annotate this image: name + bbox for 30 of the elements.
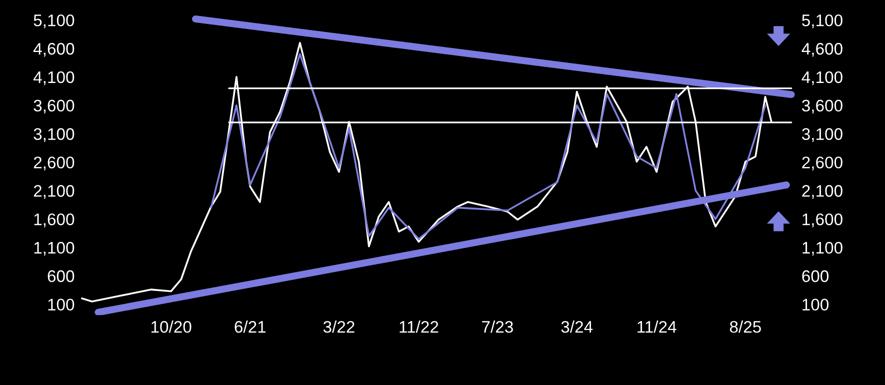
y2-tick-label: 600 (802, 270, 829, 282)
y-tick-label: 600 (48, 270, 74, 282)
y-tick-label: 3,100 (34, 128, 74, 142)
y-tick-label: 2,600 (34, 156, 74, 170)
y-tick-label: 2,100 (34, 185, 74, 199)
y2-tick-label: 2,600 (802, 156, 842, 170)
x-tick-label: 11/22 (400, 320, 438, 333)
x-tick-label: 3/24 (561, 320, 593, 333)
y-tick-label: 5,100 (34, 14, 74, 28)
y-tick-label: 1,100 (34, 242, 74, 256)
x-tick-label: 3/22 (323, 320, 354, 333)
y2-tick-label: 5,100 (802, 14, 842, 28)
y-tick-label: 100 (48, 298, 74, 311)
y-tick-label: 4,600 (33, 42, 74, 57)
x-tick-label: 11/24 (638, 320, 676, 333)
x-tick-label: 10/20 (152, 320, 192, 333)
y2-tick-label: 3,600 (802, 100, 842, 114)
y-tick-label: 3,600 (34, 100, 74, 114)
x-tick-label: 8/25 (730, 320, 761, 333)
x-tick-label: 6/21 (234, 320, 266, 333)
y2-tick-label: 4,100 (802, 71, 842, 86)
y2-tick-label: 3,100 (802, 128, 842, 142)
y2-tick-label: 1,100 (802, 242, 842, 256)
y2-tick-label: 1,600 (802, 213, 842, 228)
y-tick-label: 1,600 (34, 213, 74, 228)
y2-tick-label: 100 (802, 298, 829, 311)
x-tick-label: 7/23 (482, 320, 513, 333)
y2-tick-label: 2,100 (802, 185, 842, 199)
y-tick-label: 4,100 (33, 71, 74, 86)
y2-tick-label: 4,600 (802, 42, 842, 57)
